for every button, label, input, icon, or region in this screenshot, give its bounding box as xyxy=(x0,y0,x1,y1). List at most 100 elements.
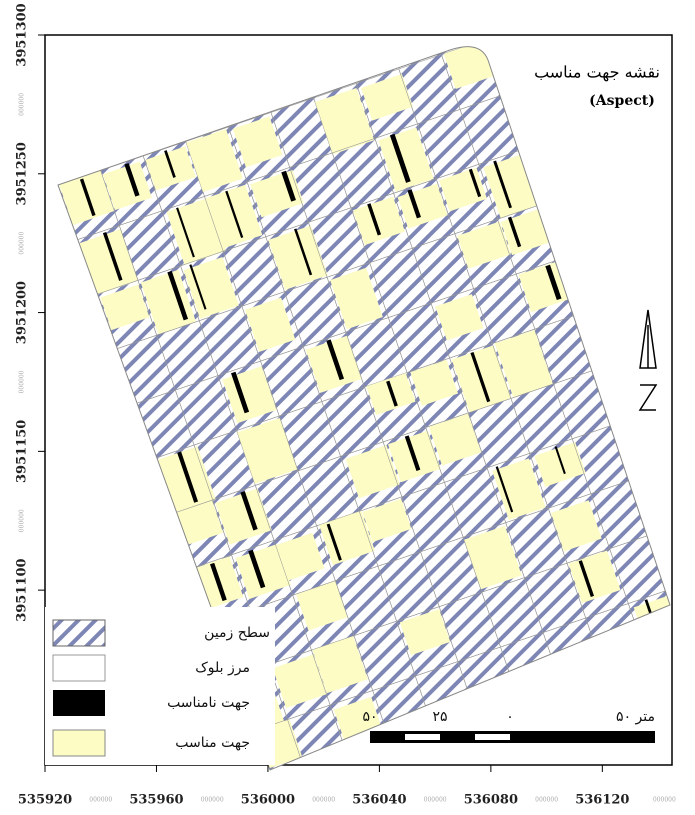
suitable-aspect xyxy=(518,262,568,313)
unsuitable-aspect xyxy=(177,451,199,503)
suitable-aspect xyxy=(345,444,400,499)
unsuitable-aspect xyxy=(102,231,123,281)
suitable-aspect xyxy=(428,413,482,466)
suitable-aspect xyxy=(183,257,239,319)
x-tick-label: 536080 xyxy=(464,793,518,808)
suitable-aspect xyxy=(100,284,150,331)
scale-label: ۰ xyxy=(506,709,514,725)
unsuitable-aspect xyxy=(468,168,482,198)
unsuitable-aspect xyxy=(176,207,195,258)
map-title: نقشه جهت مناسب xyxy=(534,63,660,82)
suitable-aspect xyxy=(492,458,546,520)
suitable-aspect xyxy=(296,581,348,631)
unsuitable-aspect xyxy=(470,352,491,403)
suitable-aspect xyxy=(378,127,434,192)
x-tick-label: 535960 xyxy=(129,793,183,808)
suitable-aspect xyxy=(232,116,283,168)
unsuitable-aspect xyxy=(326,339,345,381)
minor-label: 000000 xyxy=(535,797,558,804)
suitable-aspect xyxy=(102,161,152,211)
suitable-aspect xyxy=(330,267,383,330)
suitable-aspect xyxy=(305,335,362,393)
scale-label: ۲۵ xyxy=(432,709,447,725)
suitable-aspect xyxy=(464,525,522,590)
suitable-aspect xyxy=(268,225,328,290)
scale-bar xyxy=(370,731,655,743)
scale-label: ۵۰ متر xyxy=(616,709,655,725)
minor-label: 000000 xyxy=(19,509,26,532)
minor-label: 000000 xyxy=(312,797,335,804)
suitable-aspect xyxy=(319,510,375,566)
suitable-aspect xyxy=(244,297,296,352)
unsuitable-aspect xyxy=(240,491,258,531)
unsuitable-aspect xyxy=(124,163,140,197)
y-tick-label: 3951250 xyxy=(15,142,30,205)
suitable-aspect xyxy=(140,269,196,335)
minor-label: 000000 xyxy=(201,797,224,804)
suitable-aspect xyxy=(399,608,451,656)
unsuitable-aspect xyxy=(225,190,244,238)
y-tick-label: 3951300 xyxy=(15,3,30,66)
suitable-aspect xyxy=(362,498,412,543)
unsuitable-aspect xyxy=(407,189,421,219)
y-tick-label: 3951200 xyxy=(15,281,30,344)
legend-label: جهت مناسب xyxy=(175,735,250,751)
suitable-aspect xyxy=(77,229,138,296)
unsuitable-aspect xyxy=(294,228,313,276)
suitable-aspect xyxy=(494,329,553,398)
unsuitable-aspect xyxy=(326,523,342,561)
unsuitable-aspect xyxy=(281,170,296,202)
unsuitable-aspect xyxy=(386,380,398,407)
suitable-aspect xyxy=(186,129,243,193)
legend-swatch xyxy=(52,654,106,682)
suitable-aspect xyxy=(250,169,304,218)
legend-swatch xyxy=(52,619,106,647)
legend-swatch xyxy=(53,690,105,716)
legend-label: مرز بلوک xyxy=(195,660,250,676)
suitable-aspect xyxy=(215,488,272,545)
map-subtitle: (Aspect) xyxy=(589,93,655,109)
unsuitable-aspect xyxy=(210,562,227,602)
minor-label: 000000 xyxy=(19,93,26,116)
legend-swatch xyxy=(52,729,106,757)
unsuitable-aspect xyxy=(404,435,421,471)
legend-label: جهت نامناسب xyxy=(167,695,250,711)
x-tick-label: 536120 xyxy=(575,793,629,808)
north-arrow xyxy=(638,309,658,411)
unsuitable-aspect xyxy=(189,264,207,310)
suitable-aspect xyxy=(550,500,602,552)
suitable-aspect xyxy=(534,442,586,487)
unsuitable-aspect xyxy=(389,133,411,183)
scale-label: ۵۰ xyxy=(362,709,377,725)
minor-label: 000000 xyxy=(89,797,112,804)
suitable-aspect xyxy=(272,654,328,709)
suitable-aspect xyxy=(457,221,511,269)
unsuitable-aspect xyxy=(164,150,176,178)
unsuitable-aspect xyxy=(493,160,512,209)
unsuitable-aspect xyxy=(367,203,382,236)
suitable-aspect xyxy=(315,87,375,155)
unsuitable-aspect xyxy=(578,560,595,597)
suitable-aspect xyxy=(352,196,405,246)
unsuitable-aspect xyxy=(231,371,250,414)
x-tick-label: 536040 xyxy=(352,793,406,808)
y-tick-label: 3951150 xyxy=(15,420,30,483)
y-tick-label: 3951100 xyxy=(15,558,30,621)
unsuitable-aspect xyxy=(545,264,562,301)
unsuitable-aspect xyxy=(554,446,566,475)
suitable-aspect xyxy=(410,359,459,406)
x-tick-label: 535920 xyxy=(18,793,72,808)
suitable-aspect xyxy=(312,636,368,694)
x-tick-label: 536000 xyxy=(241,793,295,808)
unsuitable-aspect xyxy=(495,466,514,513)
minor-label: 000000 xyxy=(19,370,26,393)
minor-label: 000000 xyxy=(19,232,26,255)
suitable-aspect xyxy=(361,73,414,121)
suitable-aspect xyxy=(275,532,325,581)
unsuitable-aspect xyxy=(79,178,96,217)
suitable-aspect xyxy=(235,543,292,599)
legend-label: سطح زمین xyxy=(204,625,270,641)
minor-label: 000000 xyxy=(424,797,447,804)
suitable-aspect xyxy=(237,417,298,484)
